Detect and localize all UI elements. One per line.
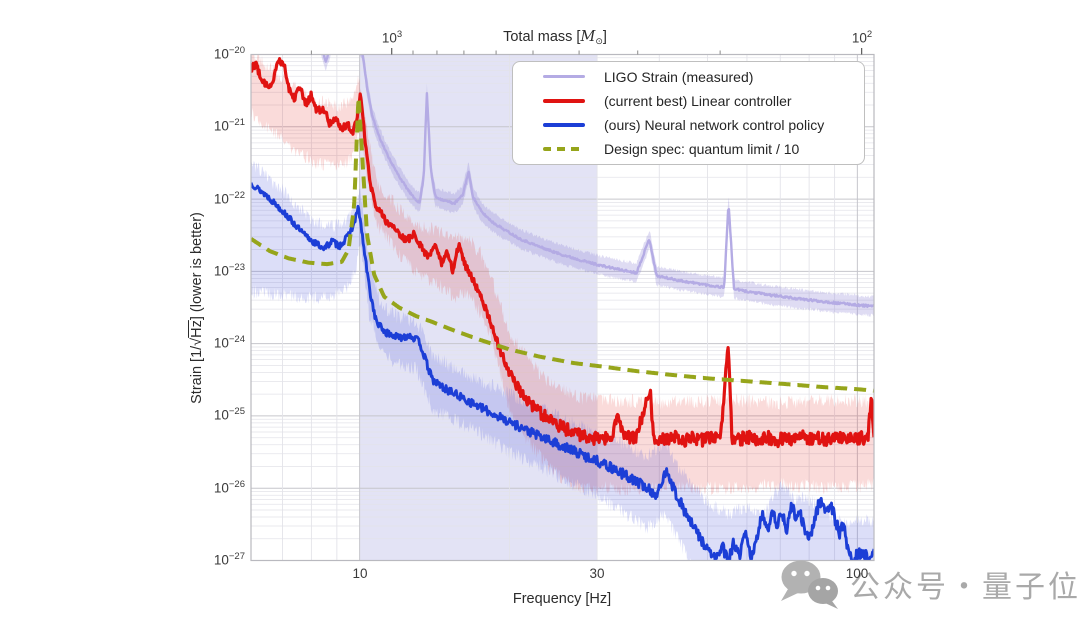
watermark-text: 公众号・量子位 — [850, 571, 1080, 604]
top-axis-ticks — [310, 48, 863, 55]
legend: LIGO Strain (measured) (current best) Lin… — [512, 61, 865, 165]
legend-item-label: (current best) Linear controller — [604, 92, 792, 109]
y-tick-label: 10−27 — [213, 551, 245, 568]
legend-dashed-line-sample — [543, 147, 585, 152]
y-tick-label: 10−20 — [213, 45, 245, 62]
top-tick-label: 103 — [381, 29, 403, 46]
top-axis-label-sun-symbol: ⊙ — [595, 36, 603, 46]
series-line — [251, 182, 874, 561]
plot-frame — [250, 53, 875, 562]
y-axis-label: Strain [1/√Hz] (lower is better) — [189, 212, 205, 404]
top-axis-label-prefix: Total mass [ — [503, 29, 581, 45]
y-tick-label: 10−26 — [213, 479, 245, 496]
series-line — [251, 95, 874, 393]
legend-item-1: (current best) Linear controller — [513, 89, 864, 112]
legend-item-2: (ours) Neural network control policy — [513, 114, 864, 137]
legend-line-sample — [543, 123, 585, 127]
legend-line-sample — [543, 74, 585, 79]
confidence-band — [251, 54, 874, 496]
legend-item-3: Design spec: quantum limit / 10 — [513, 138, 864, 161]
x-tick-label: 30 — [589, 566, 605, 581]
x-tick-label: 100 — [845, 566, 869, 581]
legend-item-label: Design spec: quantum limit / 10 — [604, 141, 800, 158]
watermark: 公众号・量子位 — [778, 558, 1080, 610]
y-tick-label: 10−21 — [213, 117, 245, 134]
legend-item-0: LIGO Strain (measured) — [513, 65, 864, 88]
top-axis-label-mass-symbol: M — [580, 29, 596, 45]
x-tick-label: 10 — [352, 566, 368, 581]
top-axis-label-suffix: ] — [602, 29, 607, 45]
y-tick-label: 10−22 — [213, 190, 245, 207]
legend-item-label: (ours) Neural network control policy — [604, 117, 825, 134]
series-line — [251, 57, 874, 449]
series-line — [322, 54, 874, 308]
confidence-band — [251, 160, 874, 561]
y-tick-label: 10−24 — [213, 334, 245, 351]
y-tick-label: 10−23 — [213, 262, 245, 279]
x-axis-label: Frequency [Hz] — [512, 591, 612, 607]
legend-line-sample — [543, 99, 585, 103]
wechat-icon — [781, 560, 838, 609]
top-axis-label: Total mass [M⊙] — [503, 29, 607, 47]
top-tick-label: 102 — [851, 29, 873, 46]
legend-item-label: LIGO Strain (measured) — [604, 68, 754, 85]
y-tick-label: 10−25 — [213, 406, 245, 423]
